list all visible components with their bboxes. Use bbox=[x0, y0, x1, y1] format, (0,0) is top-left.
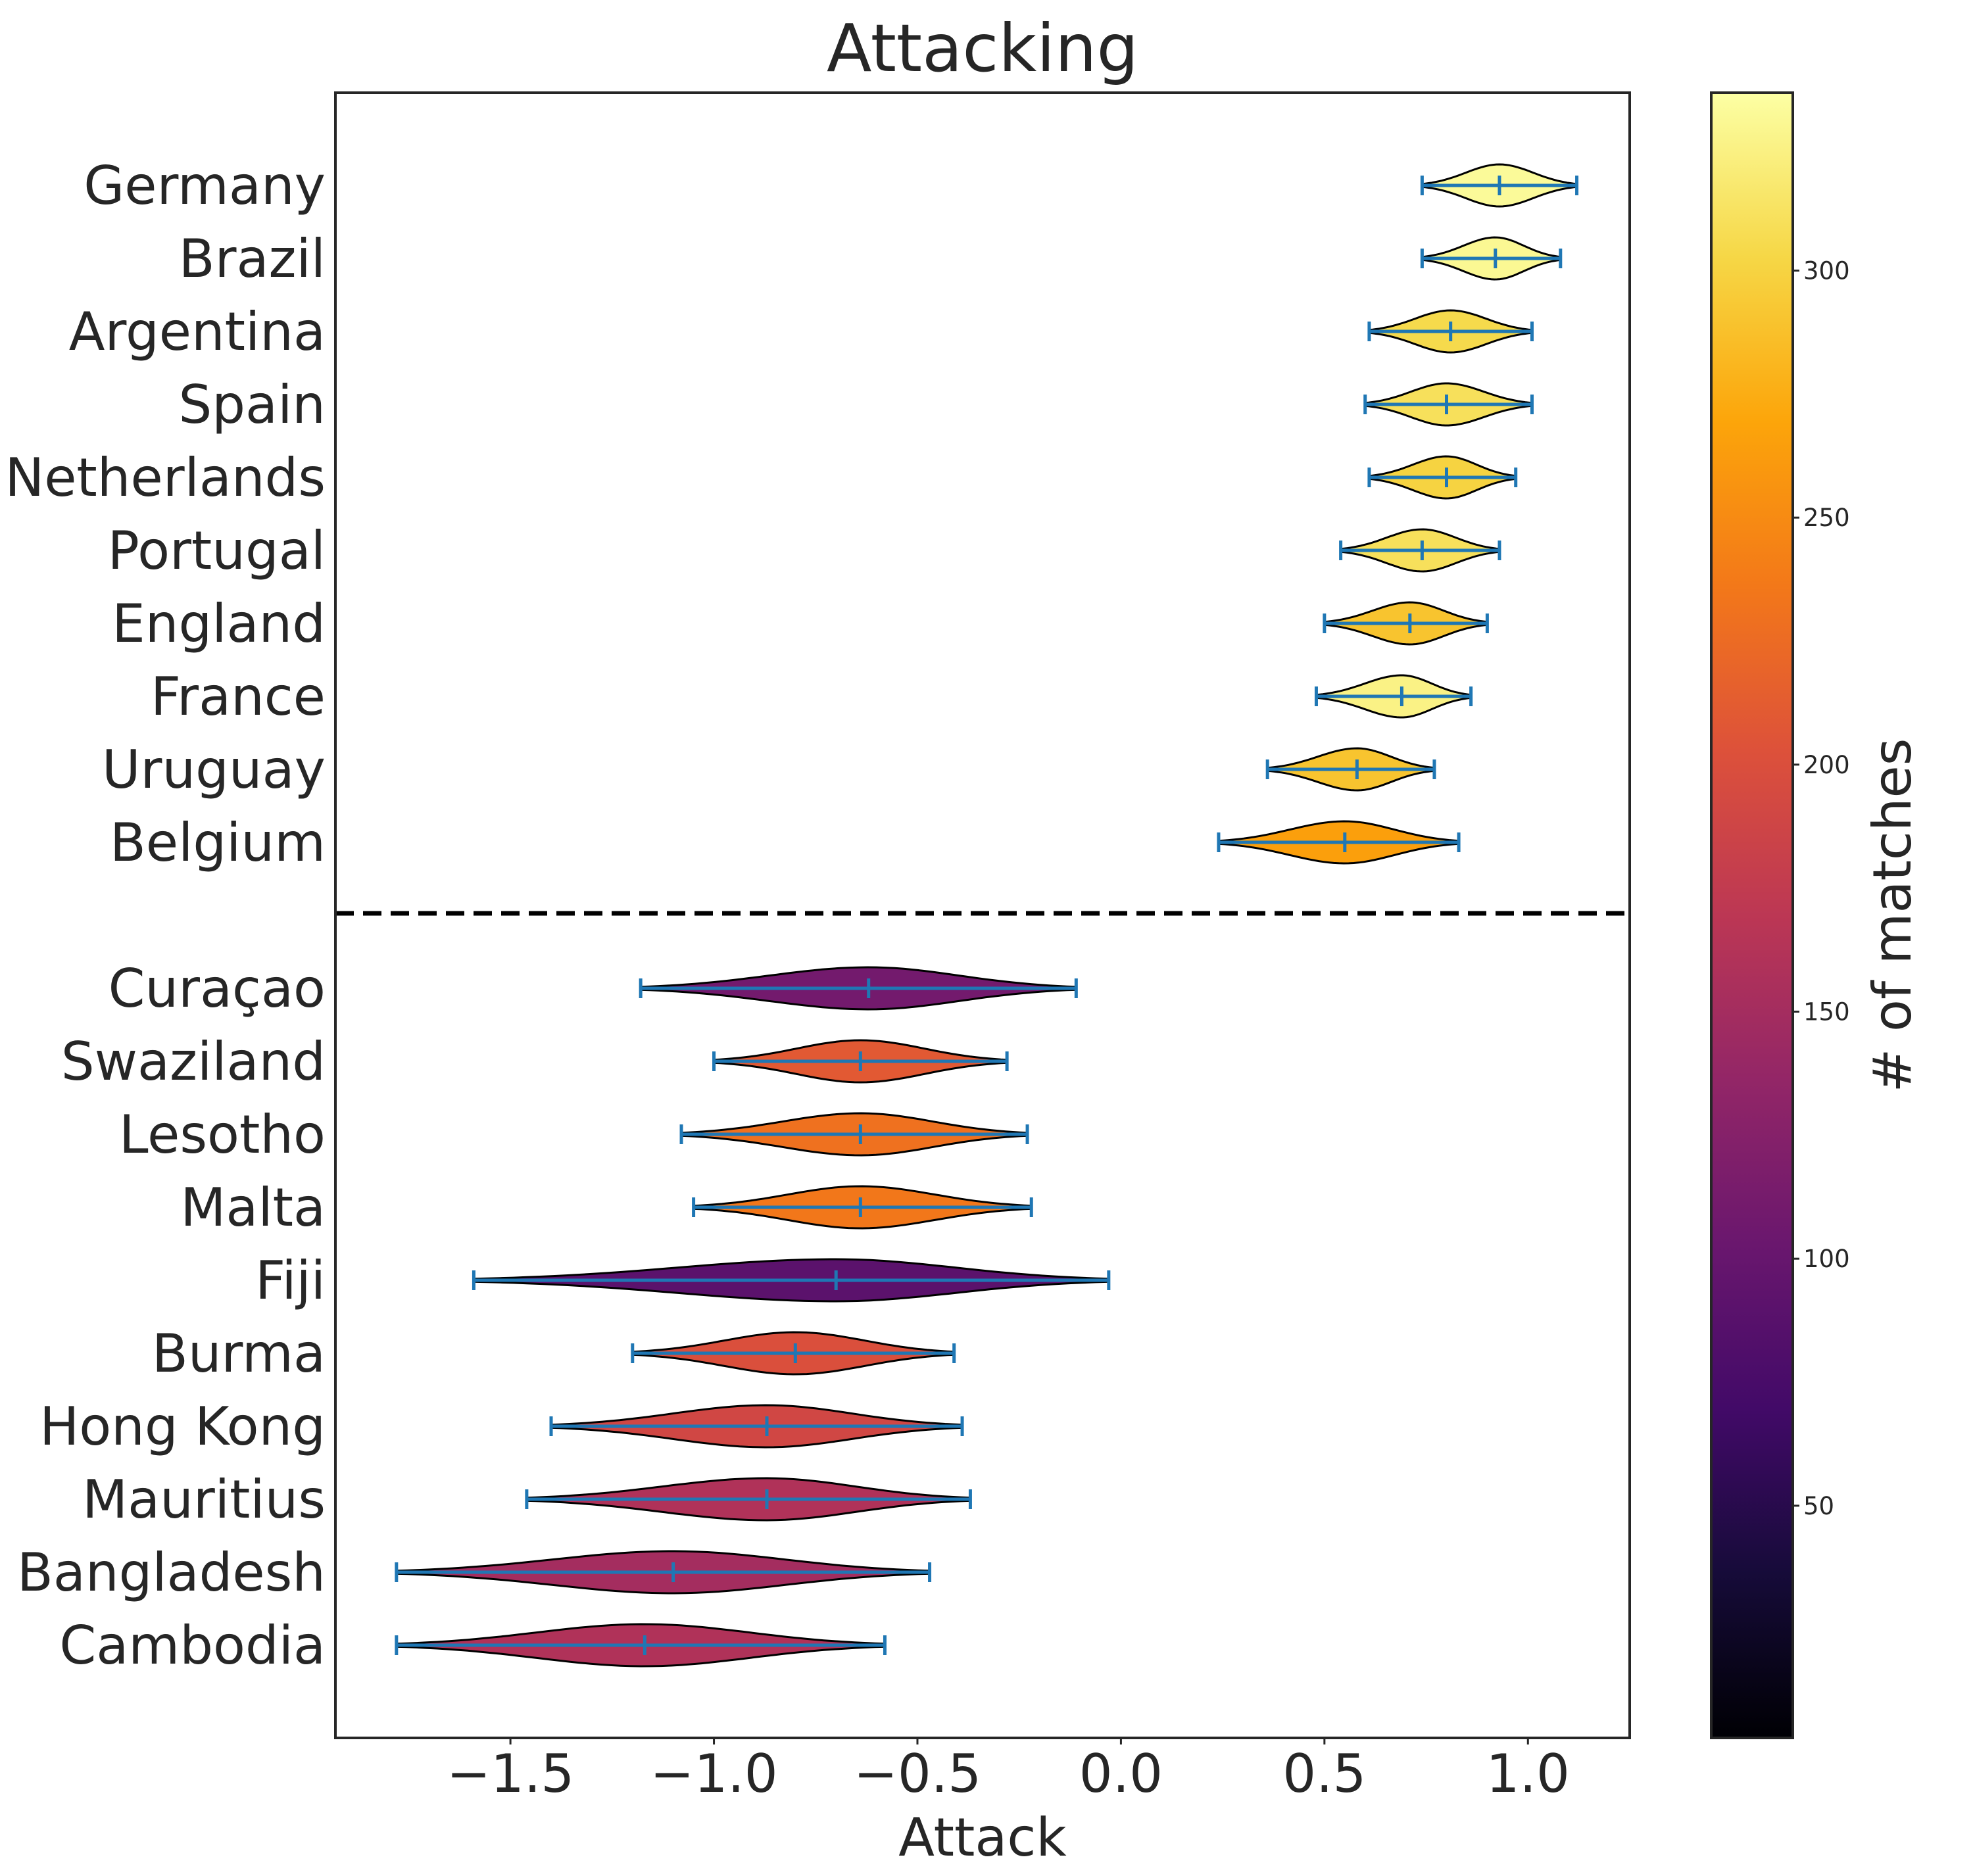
colorbar-gradient bbox=[1710, 91, 1794, 1739]
errorbar-16 bbox=[549, 1416, 964, 1436]
chart-title: Attacking bbox=[827, 10, 1138, 87]
errorbar-11 bbox=[712, 1051, 1009, 1071]
x-tick-label-0: −1.5 bbox=[447, 1743, 574, 1804]
errorbar-18 bbox=[395, 1562, 932, 1582]
y-label-11: Swaziland bbox=[61, 1031, 326, 1092]
y-label-0: Germany bbox=[84, 155, 326, 216]
x-tick-label-4: 0.5 bbox=[1282, 1743, 1366, 1804]
errorbar-8 bbox=[1265, 759, 1436, 779]
errorbar-1 bbox=[1420, 249, 1563, 268]
errorbars bbox=[395, 176, 1579, 1655]
colorbar-tick-label-3: 200 bbox=[1803, 751, 1850, 779]
y-label-18: Bangladesh bbox=[17, 1542, 326, 1603]
errorbar-13 bbox=[692, 1197, 1033, 1217]
colorbar-tick-label-4: 250 bbox=[1803, 504, 1850, 532]
y-label-1: Brazil bbox=[179, 228, 326, 289]
x-tick-label-5: 1.0 bbox=[1486, 1743, 1570, 1804]
y-label-6: England bbox=[112, 593, 326, 654]
colorbar-tick-label-1: 100 bbox=[1803, 1245, 1850, 1273]
y-label-5: Portugal bbox=[108, 520, 326, 581]
y-label-7: France bbox=[151, 666, 326, 727]
errorbar-5 bbox=[1339, 541, 1501, 560]
errorbar-12 bbox=[679, 1124, 1029, 1144]
y-label-15: Burma bbox=[152, 1323, 326, 1384]
x-axis-ticks: −1.5 −1.0 −0.5 0.0 0.5 1.0 bbox=[447, 1738, 1570, 1804]
plot-frame bbox=[334, 91, 1631, 1739]
y-label-8: Uruguay bbox=[102, 739, 326, 800]
errorbar-10 bbox=[639, 978, 1078, 998]
y-label-16: Hong Kong bbox=[39, 1396, 326, 1457]
y-label-12: Lesotho bbox=[119, 1104, 326, 1165]
colorbar-tick-label-5: 300 bbox=[1803, 256, 1850, 285]
y-label-4: Netherlands bbox=[5, 447, 326, 508]
errorbar-14 bbox=[472, 1270, 1111, 1290]
x-tick-label-1: −1.0 bbox=[650, 1743, 777, 1804]
y-label-9: Belgium bbox=[110, 812, 326, 873]
y-label-17: Mauritius bbox=[82, 1469, 326, 1530]
x-tick-label-3: 0.0 bbox=[1079, 1743, 1163, 1804]
colorbar-tick-label-0: 50 bbox=[1803, 1492, 1834, 1520]
y-label-14: Fiji bbox=[255, 1250, 326, 1311]
colorbar-tick-label-2: 150 bbox=[1803, 998, 1850, 1026]
x-tick-label-2: −0.5 bbox=[854, 1743, 981, 1804]
errorbar-19 bbox=[395, 1635, 887, 1655]
errorbar-15 bbox=[631, 1343, 956, 1363]
errorbar-4 bbox=[1367, 468, 1518, 487]
errorbar-0 bbox=[1420, 176, 1579, 195]
errorbar-2 bbox=[1367, 322, 1534, 341]
errorbar-3 bbox=[1363, 395, 1534, 414]
y-axis-labels: Germany Brazil Argentina Spain Netherlands Po… bbox=[5, 155, 326, 1676]
colorbar-label: # of matches bbox=[1862, 738, 1923, 1093]
y-label-2: Argentina bbox=[69, 301, 326, 362]
colorbar-ticks: 50 100 150 200 250 300 bbox=[1793, 256, 1850, 1520]
y-label-10: Curaçao bbox=[109, 958, 326, 1019]
errorbar-6 bbox=[1323, 613, 1489, 633]
plot-area bbox=[334, 91, 1631, 1739]
y-label-13: Malta bbox=[180, 1177, 326, 1238]
errorbar-7 bbox=[1314, 686, 1473, 706]
errorbar-9 bbox=[1217, 832, 1461, 852]
y-label-19: Cambodia bbox=[59, 1615, 326, 1676]
x-axis-label: Attack bbox=[898, 1807, 1067, 1868]
y-label-3: Spain bbox=[178, 374, 326, 435]
errorbar-17 bbox=[525, 1489, 972, 1509]
colorbar: 50 100 150 200 250 300 # of matches bbox=[1710, 91, 1923, 1739]
